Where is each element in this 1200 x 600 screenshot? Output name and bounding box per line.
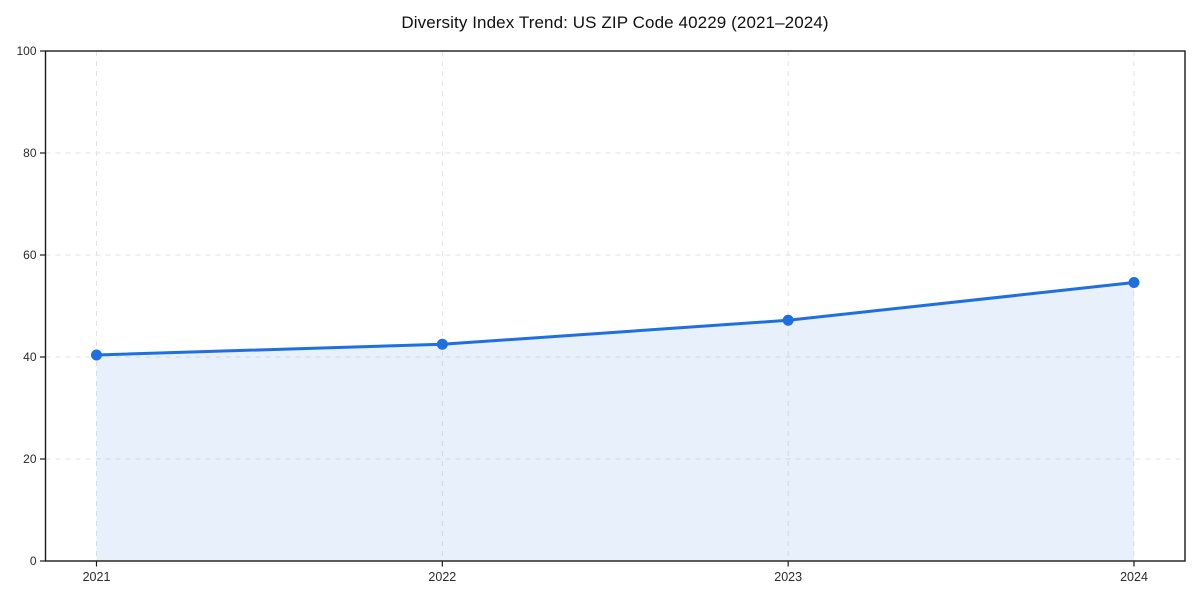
data-point-2021 bbox=[91, 349, 102, 361]
y-tick-label-80: 80 bbox=[23, 146, 37, 160]
x-tick-label-2021: 2021 bbox=[83, 570, 111, 584]
data-point-2023 bbox=[782, 314, 794, 326]
data-point-2024 bbox=[1128, 277, 1140, 289]
data-point-2022 bbox=[436, 338, 448, 350]
y-tick-label-40: 40 bbox=[23, 350, 37, 364]
trend-line bbox=[95, 281, 1136, 357]
x-tick-label-2022: 2022 bbox=[428, 570, 456, 584]
chart-title: Diversity Index Trend: US ZIP Code 40229… bbox=[401, 13, 829, 32]
plot-border bbox=[44, 50, 1186, 562]
area-fill bbox=[96, 282, 1134, 561]
x-tick-label-2023: 2023 bbox=[774, 570, 802, 584]
x-tick-label-2024: 2024 bbox=[1120, 570, 1148, 584]
y-tick-label-20: 20 bbox=[23, 452, 37, 466]
y-tick-label-100: 100 bbox=[16, 44, 36, 58]
y-tick-label-60: 60 bbox=[23, 248, 37, 262]
y-tick-label-0: 0 bbox=[30, 554, 37, 568]
